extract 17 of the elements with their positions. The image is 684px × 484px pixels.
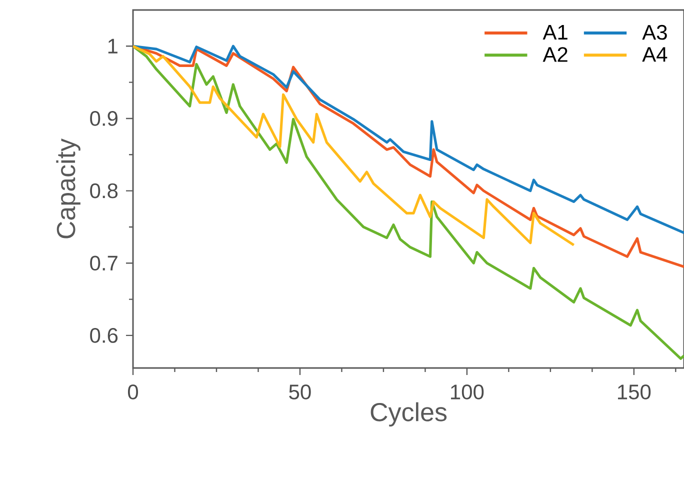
- y-tick-label: 0.9: [90, 111, 118, 126]
- y-tick-label: 1: [108, 38, 118, 54]
- y-tick-label: 0.7: [90, 256, 118, 271]
- y-tick-label: 0.6: [90, 328, 118, 343]
- legend-label: A4: [642, 47, 668, 62]
- x-tick-label: 50: [289, 384, 311, 400]
- line-series: [133, 44, 576, 246]
- legend-label: A1: [542, 25, 568, 40]
- legend-label: A3: [642, 24, 667, 40]
- x-tick-label: 150: [618, 384, 651, 400]
- x-tick-label: 0: [128, 384, 138, 400]
- legend-label: A2: [542, 47, 568, 62]
- line-series: [133, 44, 684, 234]
- y-axis-title: Capacity: [56, 138, 80, 238]
- x-axis-title: Cycles: [370, 402, 447, 426]
- x-tick-label: 100: [451, 384, 484, 400]
- y-tick-label: 0.8: [90, 183, 118, 198]
